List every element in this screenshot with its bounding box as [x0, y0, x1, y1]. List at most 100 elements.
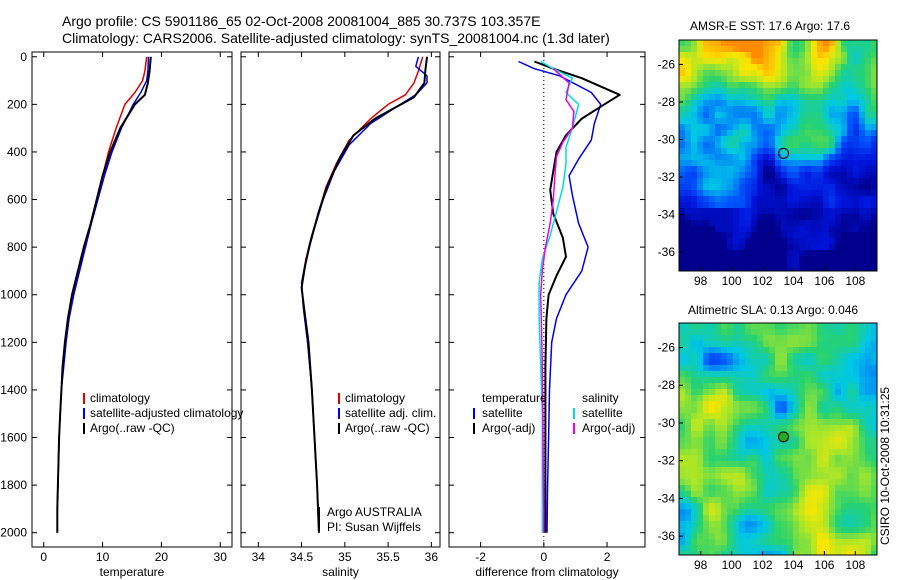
map-cell	[757, 172, 764, 179]
map-cell	[721, 46, 728, 53]
map-cell	[727, 413, 734, 420]
map-cell	[775, 262, 782, 269]
series-line-climatology	[56, 56, 148, 533]
map-cell	[871, 449, 878, 456]
map-cell	[811, 256, 818, 263]
map-cell	[715, 533, 722, 540]
map-cell	[763, 479, 770, 486]
map-cell	[871, 377, 878, 384]
map-cell	[835, 401, 842, 408]
map-cell	[829, 112, 836, 119]
map-cell	[817, 467, 824, 474]
map-cell	[691, 184, 698, 191]
map-cell	[841, 94, 848, 101]
map-cell	[679, 473, 686, 480]
map-cell	[823, 130, 830, 137]
map-cell	[745, 208, 752, 215]
map-cell	[787, 347, 794, 354]
map-cell	[697, 220, 704, 227]
map-cell	[853, 268, 860, 272]
map-cell	[835, 58, 842, 65]
map-cell	[823, 262, 830, 269]
map-cell	[745, 419, 752, 426]
map-cell	[751, 449, 758, 456]
map-cell	[847, 46, 854, 53]
map-cell	[793, 64, 800, 71]
map-cell	[841, 455, 848, 462]
credit-timestamp: CSIRO 10-Oct-2008 10:31:25	[878, 386, 892, 545]
map-cell	[805, 467, 812, 474]
map-cell	[787, 497, 794, 504]
map-cell	[769, 88, 776, 95]
map-cell	[799, 40, 806, 47]
map-cell	[871, 509, 878, 516]
map-cell	[727, 82, 734, 89]
map-cell	[751, 88, 758, 95]
map-cell	[793, 112, 800, 119]
map-cell	[787, 413, 794, 420]
map-cell	[829, 172, 836, 179]
map-cell	[733, 497, 740, 504]
map-cell	[769, 202, 776, 209]
map-cell	[763, 238, 770, 245]
map-cell	[751, 503, 758, 510]
map-cell	[871, 365, 878, 372]
map-cell	[847, 389, 854, 396]
map-cell	[859, 208, 866, 215]
map-cell	[871, 551, 878, 556]
map-cell	[823, 118, 830, 125]
map-cell	[757, 118, 764, 125]
map-cell	[865, 395, 872, 402]
map-cell	[823, 485, 830, 492]
map-cell	[805, 341, 812, 348]
map-cell	[679, 76, 686, 83]
map-cell	[817, 172, 824, 179]
map-cell	[853, 521, 860, 528]
map-cell	[697, 395, 704, 402]
map-cell	[817, 100, 824, 107]
map-cell	[859, 172, 866, 179]
map-cell	[715, 208, 722, 215]
map-cell	[763, 76, 770, 83]
map-cell	[817, 202, 824, 209]
map-cell	[829, 491, 836, 498]
map-cell	[733, 202, 740, 209]
map-cell	[775, 250, 782, 257]
map-cell	[763, 467, 770, 474]
map-cell	[841, 527, 848, 534]
map-cell	[859, 515, 866, 522]
map-cell	[769, 172, 776, 179]
difference-x-axis-label: difference from climatology	[475, 565, 618, 579]
map-cell	[865, 232, 872, 239]
map-cell	[769, 503, 776, 510]
map-cell	[799, 347, 806, 354]
map-cell	[871, 413, 878, 420]
map-cell	[769, 262, 776, 269]
map-cell	[775, 154, 782, 161]
map-cell	[751, 377, 758, 384]
map-cell	[691, 112, 698, 119]
map-cell	[763, 124, 770, 131]
map-cell	[697, 256, 704, 263]
map-cell	[829, 202, 836, 209]
map-cell	[733, 341, 740, 348]
map-cell	[679, 268, 686, 272]
map-cell	[853, 142, 860, 149]
map-cell	[679, 443, 686, 450]
map-cell	[691, 64, 698, 71]
map-cell	[835, 443, 842, 450]
map-cell	[775, 485, 782, 492]
map-cell	[847, 238, 854, 245]
map-cell	[805, 166, 812, 173]
map-cell	[739, 166, 746, 173]
map-cell	[847, 196, 854, 203]
map-cell	[811, 401, 818, 408]
map-cell	[715, 491, 722, 498]
map-cell	[853, 106, 860, 113]
map-cell	[805, 425, 812, 432]
map-cell	[871, 94, 878, 101]
map-cell	[847, 64, 854, 71]
map-cell	[733, 214, 740, 221]
map-cell	[709, 250, 716, 257]
map-cell	[745, 341, 752, 348]
